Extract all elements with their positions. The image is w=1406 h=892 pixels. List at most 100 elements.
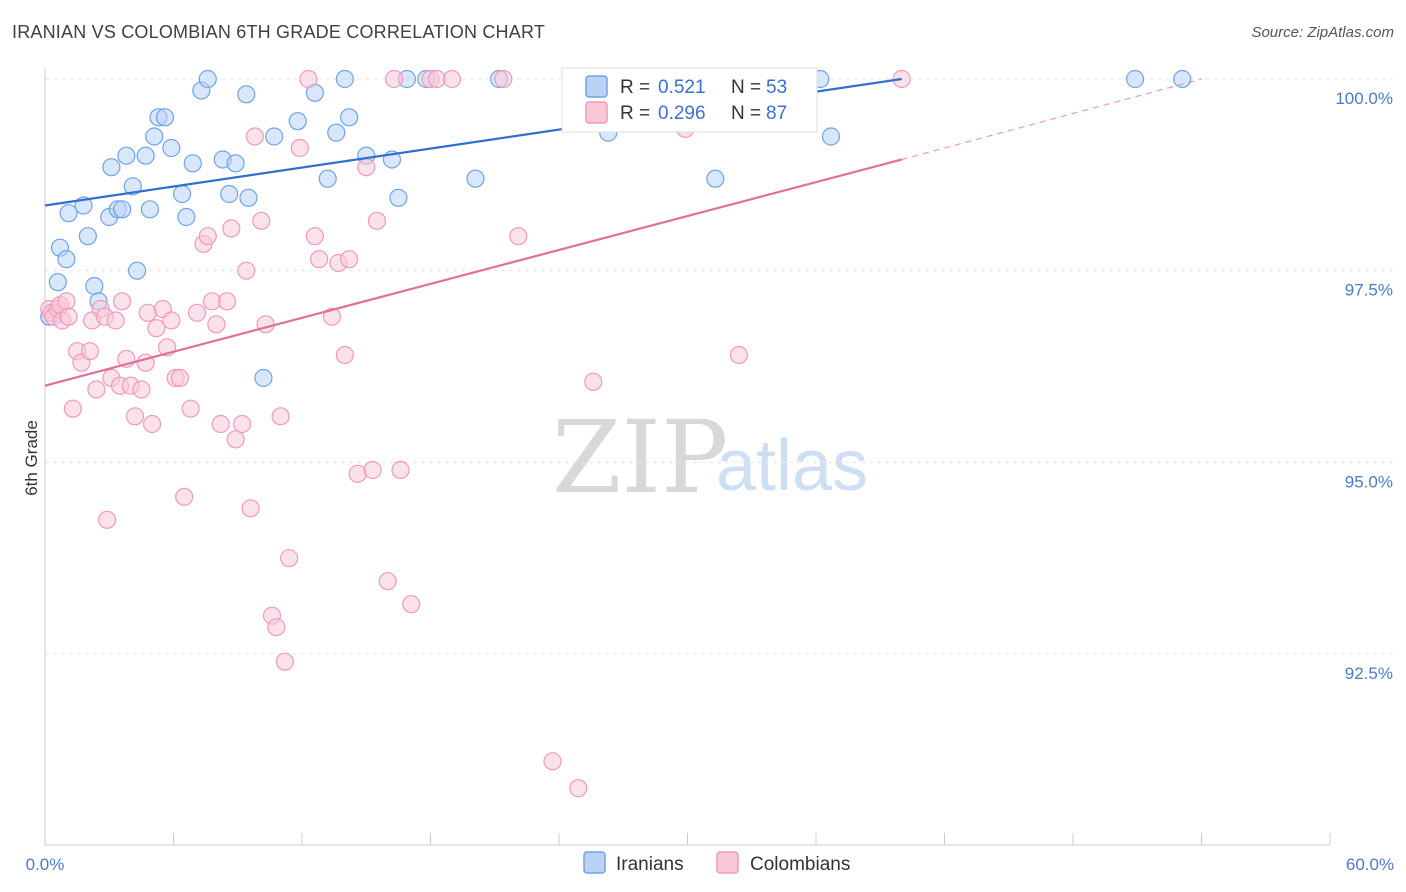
colombians-point [98, 510, 117, 529]
iranians-point [1173, 69, 1192, 89]
colombians-r-label: R = [620, 103, 650, 124]
iranians-r-label: R = [620, 77, 650, 98]
colombians-point [181, 399, 200, 418]
colombians-point [391, 460, 410, 480]
colombians-point [357, 158, 376, 177]
iranians-point [155, 108, 175, 127]
series-colombians [40, 69, 911, 798]
colombians-point [241, 499, 260, 518]
y-tick-label: 97.5% [1345, 281, 1393, 300]
iranians-point [821, 127, 841, 146]
colombians-point [132, 380, 151, 399]
iranians-point [140, 200, 160, 219]
colombians-point [245, 127, 264, 146]
colombians-point [543, 752, 562, 771]
iranians-n-value: 53 [766, 77, 787, 98]
iranians-point [127, 261, 147, 280]
colombians-point [80, 342, 100, 361]
colombians-trend-extension [901, 78, 1202, 161]
colombians-point [187, 303, 207, 322]
colombians-point [217, 292, 237, 311]
iranians-point [226, 154, 245, 173]
watermark-zip: ZIP [552, 399, 728, 516]
colombians-point [367, 211, 387, 230]
colombians-point [729, 345, 749, 365]
colombians-point [569, 779, 588, 798]
colombians-point [63, 399, 82, 418]
iranians-point [254, 368, 273, 388]
x-axis-ticks [44, 833, 1331, 845]
watermark-atlas: atlas [716, 426, 868, 506]
iranians-point [145, 127, 164, 146]
iranians-point [237, 85, 256, 104]
colombians-point [509, 227, 528, 246]
iranians-point [57, 250, 76, 269]
colombians-point [280, 549, 299, 568]
colombians-point [335, 345, 354, 365]
colombians-point [363, 460, 382, 480]
series-legend: Iranians Colombians [583, 851, 850, 875]
colombians-point [305, 227, 324, 246]
colombians-point [322, 307, 342, 326]
colombians-point [106, 311, 125, 330]
iranians-point [136, 146, 155, 165]
legend-iranians-swatch [583, 851, 606, 874]
data-points [40, 69, 1192, 798]
colombians-point [142, 414, 162, 434]
colombians-point [222, 219, 241, 238]
iranians-point [183, 154, 202, 173]
colombians-point [442, 69, 462, 89]
colombians-point [275, 652, 294, 671]
iranians-point [117, 146, 136, 165]
iranians-n-label: N = [731, 77, 761, 98]
iranians-point [327, 123, 346, 142]
x-tick-label-max: 60.0% [1346, 855, 1394, 874]
iranians-point [172, 184, 192, 204]
iranians-point [78, 227, 97, 246]
colombians-point [340, 250, 359, 269]
legend-iranians-label: Iranians [616, 854, 684, 875]
colombians-point [138, 303, 157, 322]
colombians-point [211, 414, 230, 434]
iranians-point [162, 138, 181, 158]
iranians-point [59, 204, 78, 223]
series-iranians [40, 69, 1192, 388]
colombians-point [170, 368, 190, 388]
colombians-point [348, 464, 367, 483]
colombians-r-value: 0.296 [658, 103, 706, 124]
colombians-point [494, 69, 513, 89]
iranians-point [288, 112, 307, 131]
iranians-point [112, 200, 132, 219]
colombians-point [147, 319, 166, 338]
colombians-point [162, 311, 181, 330]
colombians-point [237, 261, 256, 280]
iranians-point [706, 169, 725, 188]
legend-colombians-label: Colombians [750, 854, 850, 875]
y-tick-label: 92.5% [1345, 664, 1393, 683]
iranians-point [466, 169, 485, 188]
colombians-n-label: N = [731, 103, 761, 124]
colombians-point [378, 572, 397, 591]
iranians-r-value: 0.521 [658, 77, 706, 98]
x-tick-label-min: 0.0% [26, 855, 65, 874]
colombians-point [112, 292, 132, 311]
colombians-point [402, 595, 421, 614]
stats-legend: R = 0.521 N = 53 R = 0.296 N = 87 [561, 67, 818, 133]
iranians-point [318, 169, 337, 188]
colombians-point [175, 487, 194, 506]
colombians-point [310, 250, 329, 269]
colombians-n-value: 87 [766, 103, 787, 124]
iranians-point [389, 188, 408, 207]
legend-colombians-swatch [716, 851, 739, 874]
y-tick-label: 95.0% [1345, 472, 1393, 491]
iranians-point [198, 69, 217, 89]
y-axis-label: 6th Grade [22, 420, 41, 496]
iranians-point [85, 276, 104, 296]
colombians-swatch [585, 101, 608, 124]
colombians-point [299, 69, 318, 89]
chart-source: Source: ZipAtlas.com [1251, 24, 1394, 41]
chart-title: IRANIAN VS COLOMBIAN 6TH GRADE CORRELATI… [12, 22, 546, 42]
iranians-point [220, 184, 239, 204]
iranians-point [265, 127, 284, 146]
